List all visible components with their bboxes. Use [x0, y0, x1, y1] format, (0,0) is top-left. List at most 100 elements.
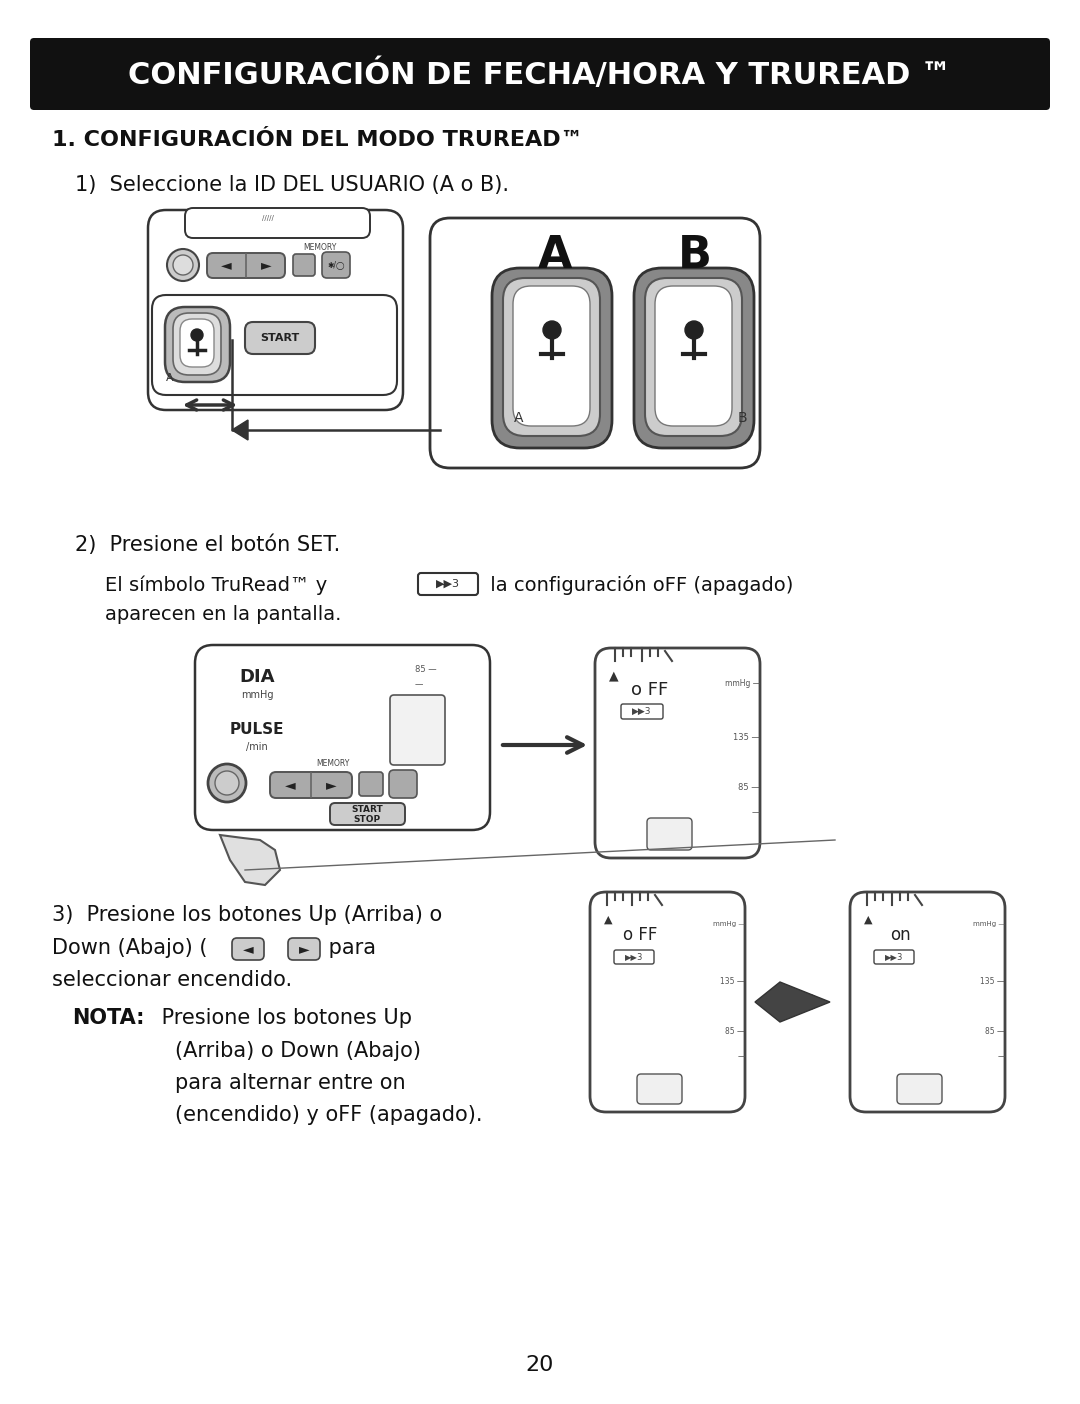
- Text: seleccionar encendido.: seleccionar encendido.: [52, 970, 292, 990]
- FancyBboxPatch shape: [245, 322, 315, 354]
- Text: ▲: ▲: [604, 915, 612, 925]
- Text: MEMORY: MEMORY: [303, 243, 337, 253]
- Circle shape: [208, 764, 246, 802]
- FancyBboxPatch shape: [288, 938, 320, 960]
- FancyBboxPatch shape: [503, 278, 600, 437]
- FancyBboxPatch shape: [180, 319, 214, 366]
- FancyBboxPatch shape: [492, 268, 612, 448]
- Text: 85 —: 85 —: [726, 1028, 745, 1036]
- Text: —: —: [415, 681, 423, 689]
- Text: ▶▶3: ▶▶3: [885, 952, 903, 962]
- FancyBboxPatch shape: [637, 1074, 681, 1104]
- Text: mmHg —: mmHg —: [973, 921, 1005, 927]
- Text: START: START: [260, 333, 299, 343]
- Text: /////: /////: [261, 215, 279, 220]
- FancyBboxPatch shape: [595, 649, 760, 858]
- FancyBboxPatch shape: [418, 573, 478, 595]
- Text: 1)  Seleccione la ID DEL USUARIO (A o B).: 1) Seleccione la ID DEL USUARIO (A o B).: [75, 176, 509, 195]
- Text: B: B: [738, 411, 746, 425]
- Text: (Arriba) o Down (Abajo): (Arriba) o Down (Abajo): [175, 1040, 421, 1061]
- Text: PULSE: PULSE: [230, 723, 284, 737]
- FancyBboxPatch shape: [621, 703, 663, 719]
- FancyBboxPatch shape: [207, 253, 285, 278]
- Text: ►: ►: [299, 942, 309, 956]
- Text: o FF: o FF: [623, 927, 658, 943]
- FancyBboxPatch shape: [513, 286, 590, 425]
- Polygon shape: [755, 981, 831, 1022]
- Text: ▶▶3: ▶▶3: [625, 952, 644, 962]
- FancyBboxPatch shape: [270, 772, 352, 797]
- FancyBboxPatch shape: [874, 951, 914, 965]
- Text: o FF: o FF: [632, 681, 669, 699]
- Text: —: —: [738, 1053, 745, 1061]
- FancyBboxPatch shape: [430, 218, 760, 468]
- Text: 85 —: 85 —: [415, 665, 436, 674]
- Text: El símbolo TruRead™ y: El símbolo TruRead™ y: [105, 576, 327, 595]
- Text: A: A: [538, 233, 572, 277]
- Text: ▲: ▲: [609, 670, 619, 682]
- Text: la configuración oFF (apagado): la configuración oFF (apagado): [484, 576, 794, 595]
- FancyBboxPatch shape: [165, 307, 230, 382]
- Text: NOTA:: NOTA:: [72, 1008, 145, 1028]
- Polygon shape: [220, 835, 280, 885]
- FancyBboxPatch shape: [185, 208, 370, 239]
- Text: STOP: STOP: [353, 816, 380, 824]
- Text: Presione los botones Up: Presione los botones Up: [156, 1008, 411, 1028]
- Text: B: B: [678, 233, 712, 277]
- Text: ◄: ◄: [220, 258, 231, 272]
- Text: 20: 20: [526, 1355, 554, 1375]
- Text: START: START: [351, 806, 383, 814]
- FancyBboxPatch shape: [359, 772, 383, 796]
- Text: mmHg: mmHg: [241, 689, 273, 701]
- Text: CONFIGURACIÓN DE FECHA/HORA Y TRUREAD ™: CONFIGURACIÓN DE FECHA/HORA Y TRUREAD ™: [129, 58, 951, 90]
- Text: /min: /min: [246, 741, 268, 753]
- Text: 135 —: 135 —: [720, 977, 745, 987]
- Text: 1. CONFIGURACIÓN DEL MODO TRUREAD™: 1. CONFIGURACIÓN DEL MODO TRUREAD™: [52, 131, 583, 150]
- FancyBboxPatch shape: [195, 644, 490, 830]
- Text: mmHg —: mmHg —: [725, 678, 760, 688]
- Circle shape: [215, 771, 239, 795]
- Text: —: —: [997, 1053, 1005, 1061]
- FancyBboxPatch shape: [590, 892, 745, 1112]
- Text: (encendido) y oFF (apagado).: (encendido) y oFF (apagado).: [175, 1105, 483, 1125]
- FancyBboxPatch shape: [389, 769, 417, 797]
- FancyBboxPatch shape: [850, 892, 1005, 1112]
- FancyBboxPatch shape: [30, 38, 1050, 110]
- Text: 3)  Presione los botones Up (Arriba) o: 3) Presione los botones Up (Arriba) o: [52, 906, 442, 925]
- FancyBboxPatch shape: [390, 695, 445, 765]
- Text: Down (Abajo) (       /       )  para: Down (Abajo) ( / ) para: [52, 938, 376, 958]
- Text: ►: ►: [326, 778, 336, 792]
- Text: on: on: [890, 927, 910, 943]
- Text: ▶▶3: ▶▶3: [632, 706, 651, 716]
- Text: ✱/◯: ✱/◯: [327, 261, 345, 270]
- FancyBboxPatch shape: [152, 295, 397, 395]
- Text: mmHg —: mmHg —: [713, 921, 745, 927]
- Text: MEMORY: MEMORY: [316, 758, 350, 768]
- Circle shape: [191, 329, 203, 341]
- FancyBboxPatch shape: [330, 803, 405, 826]
- FancyBboxPatch shape: [173, 313, 221, 375]
- FancyBboxPatch shape: [645, 278, 742, 437]
- Text: para alternar entre on: para alternar entre on: [175, 1073, 406, 1092]
- Text: A: A: [514, 411, 524, 425]
- FancyBboxPatch shape: [897, 1074, 942, 1104]
- Text: ▶▶3: ▶▶3: [436, 578, 460, 590]
- Text: ►: ►: [260, 258, 271, 272]
- Text: ▲: ▲: [864, 915, 873, 925]
- Text: 85 —: 85 —: [985, 1028, 1005, 1036]
- FancyBboxPatch shape: [322, 251, 350, 278]
- FancyBboxPatch shape: [293, 254, 315, 277]
- FancyBboxPatch shape: [232, 938, 264, 960]
- Text: 135 —: 135 —: [733, 733, 760, 743]
- FancyBboxPatch shape: [647, 819, 692, 849]
- Text: A: A: [166, 373, 174, 383]
- Text: aparecen en la pantalla.: aparecen en la pantalla.: [105, 605, 341, 625]
- Circle shape: [167, 249, 199, 281]
- FancyBboxPatch shape: [654, 286, 732, 425]
- Polygon shape: [232, 420, 248, 439]
- Text: 85 —: 85 —: [739, 783, 760, 792]
- Text: DIA: DIA: [240, 668, 274, 687]
- Text: 2)  Presione el botón SET.: 2) Presione el botón SET.: [75, 535, 340, 555]
- FancyBboxPatch shape: [634, 268, 754, 448]
- Text: —: —: [752, 809, 760, 817]
